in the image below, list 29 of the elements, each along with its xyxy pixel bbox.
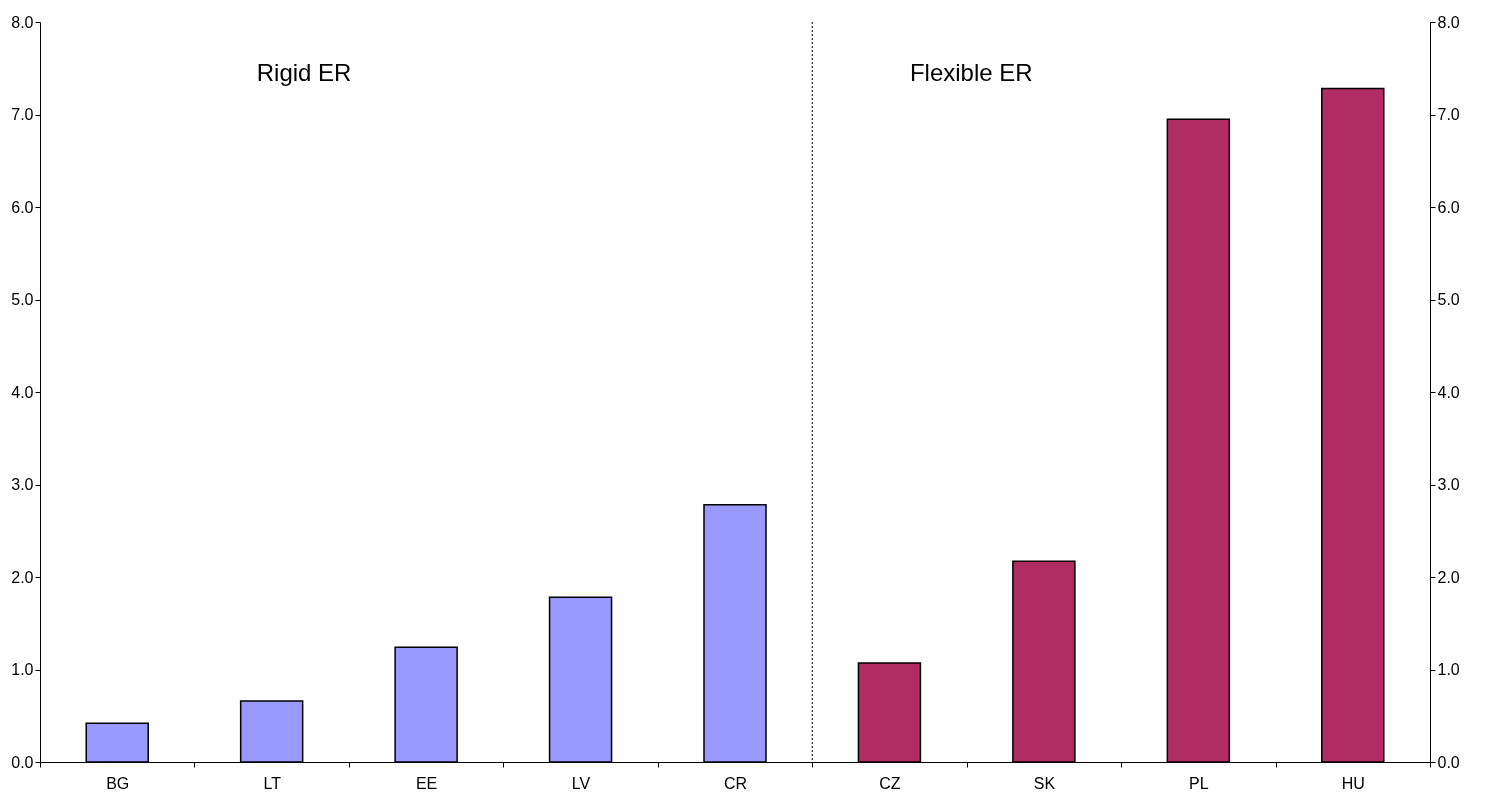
x-tick-label: CZ (879, 774, 901, 792)
x-tick-label: PL (1189, 774, 1209, 792)
y2-tick-label: 2.0 (1437, 568, 1460, 586)
x-tick-label: SK (1033, 774, 1056, 792)
y2-tick-label: 5.0 (1437, 291, 1460, 308)
annotation: Rigid ER (256, 59, 352, 86)
y-tick-label: 5.0 (11, 291, 34, 308)
x-tick-label: LV (571, 774, 591, 792)
annotation: Flexible ER (909, 59, 1033, 86)
y-tick-label: 0.0 (11, 753, 34, 771)
y-tick-label: 1.0 (11, 661, 34, 678)
y-tick-label: 3.0 (11, 476, 34, 493)
x-tick-label: EE (415, 774, 438, 792)
y2-tick-label: 6.0 (1437, 198, 1460, 216)
x-tick-label: CR (723, 774, 748, 792)
y2-tick-label: 4.0 (1437, 383, 1460, 401)
x-tick-label: BG (106, 774, 130, 792)
y-tick-label: 4.0 (11, 383, 34, 401)
y-tick-label: 7.0 (11, 106, 34, 123)
y2-tick-label: 1.0 (1437, 661, 1460, 678)
y2-tick-label: 3.0 (1437, 476, 1460, 493)
y2-tick-label: 8.0 (1437, 13, 1460, 31)
y-tick-label: 6.0 (11, 198, 34, 216)
x-tick-label: LT (263, 774, 282, 792)
y-tick-label: 8.0 (11, 13, 34, 31)
y2-tick-label: 0.0 (1437, 753, 1460, 771)
y-tick-label: 2.0 (11, 568, 34, 586)
y2-tick-label: 7.0 (1437, 106, 1460, 123)
x-tick-label: HU (1341, 774, 1365, 792)
